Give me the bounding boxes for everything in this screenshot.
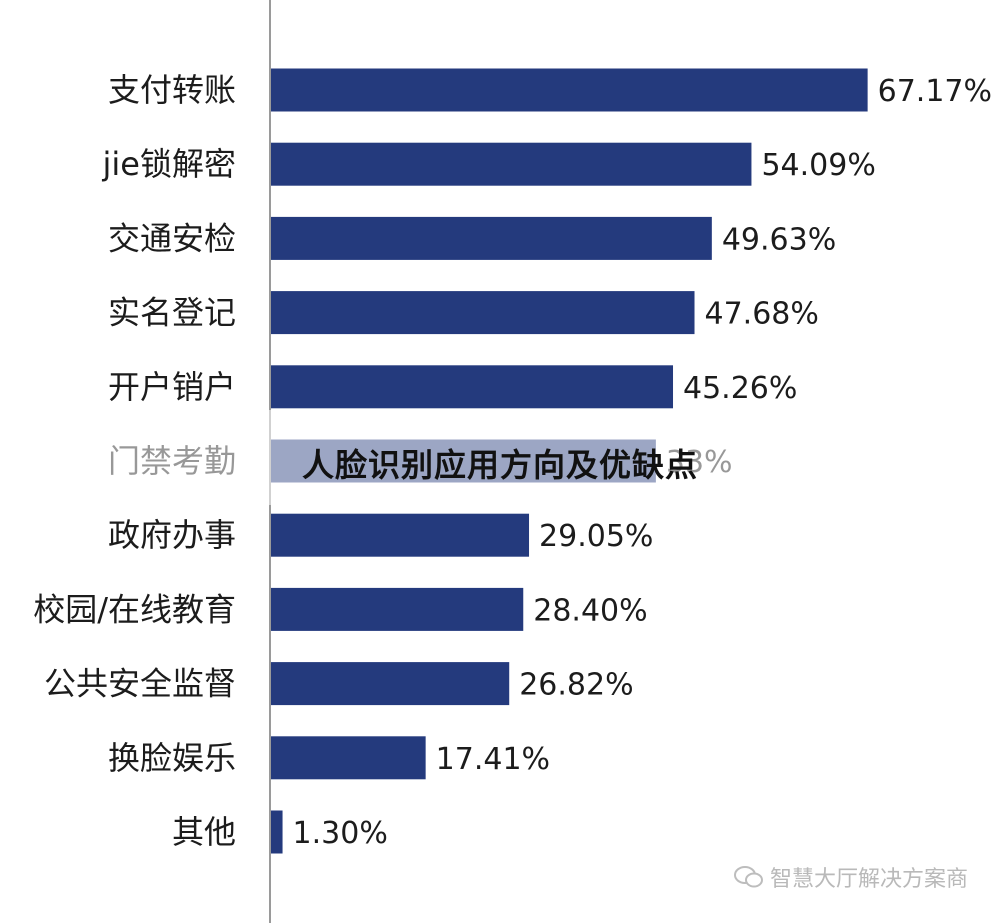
value-label: 29.05%	[539, 519, 653, 554]
category-label: 政府办事	[108, 516, 236, 554]
bar	[271, 142, 752, 186]
bar	[271, 216, 712, 260]
value-label: 17.41%	[436, 742, 550, 777]
category-label: 换脸娱乐	[108, 739, 236, 777]
category-label: jie锁解密	[102, 145, 236, 183]
value-label: 54.09%	[761, 148, 875, 183]
value-label: 49.63%	[722, 222, 836, 257]
value-label: 26.82%	[519, 668, 633, 703]
bar	[271, 68, 868, 112]
bar	[271, 291, 695, 335]
category-label: 开户销户	[108, 368, 236, 406]
value-label: 28.40%	[533, 593, 647, 628]
category-label: 支付转账	[108, 71, 236, 109]
category-label: 交通安检	[108, 219, 236, 257]
category-label: 校园/在线教育	[33, 590, 236, 628]
value-label: 45.26%	[683, 371, 797, 406]
overlay-title: 人脸识别应用方向及优缺点	[301, 446, 698, 484]
bar	[271, 810, 283, 854]
category-label: 实名登记	[108, 294, 236, 332]
wechat-icon	[733, 866, 763, 888]
bar	[271, 513, 530, 557]
value-label: 1.30%	[293, 816, 388, 851]
bar	[271, 662, 510, 706]
bar	[271, 365, 674, 409]
category-label: 公共安全监督	[44, 665, 236, 703]
watermark-text: 智慧大厅解决方案商	[769, 867, 968, 892]
bar	[271, 587, 524, 631]
bar	[271, 736, 426, 780]
value-label: 47.68%	[705, 297, 819, 332]
category-label: 其他	[172, 813, 236, 851]
watermark: 智慧大厅解决方案商	[733, 861, 968, 893]
value-label: 67.17%	[878, 74, 992, 109]
